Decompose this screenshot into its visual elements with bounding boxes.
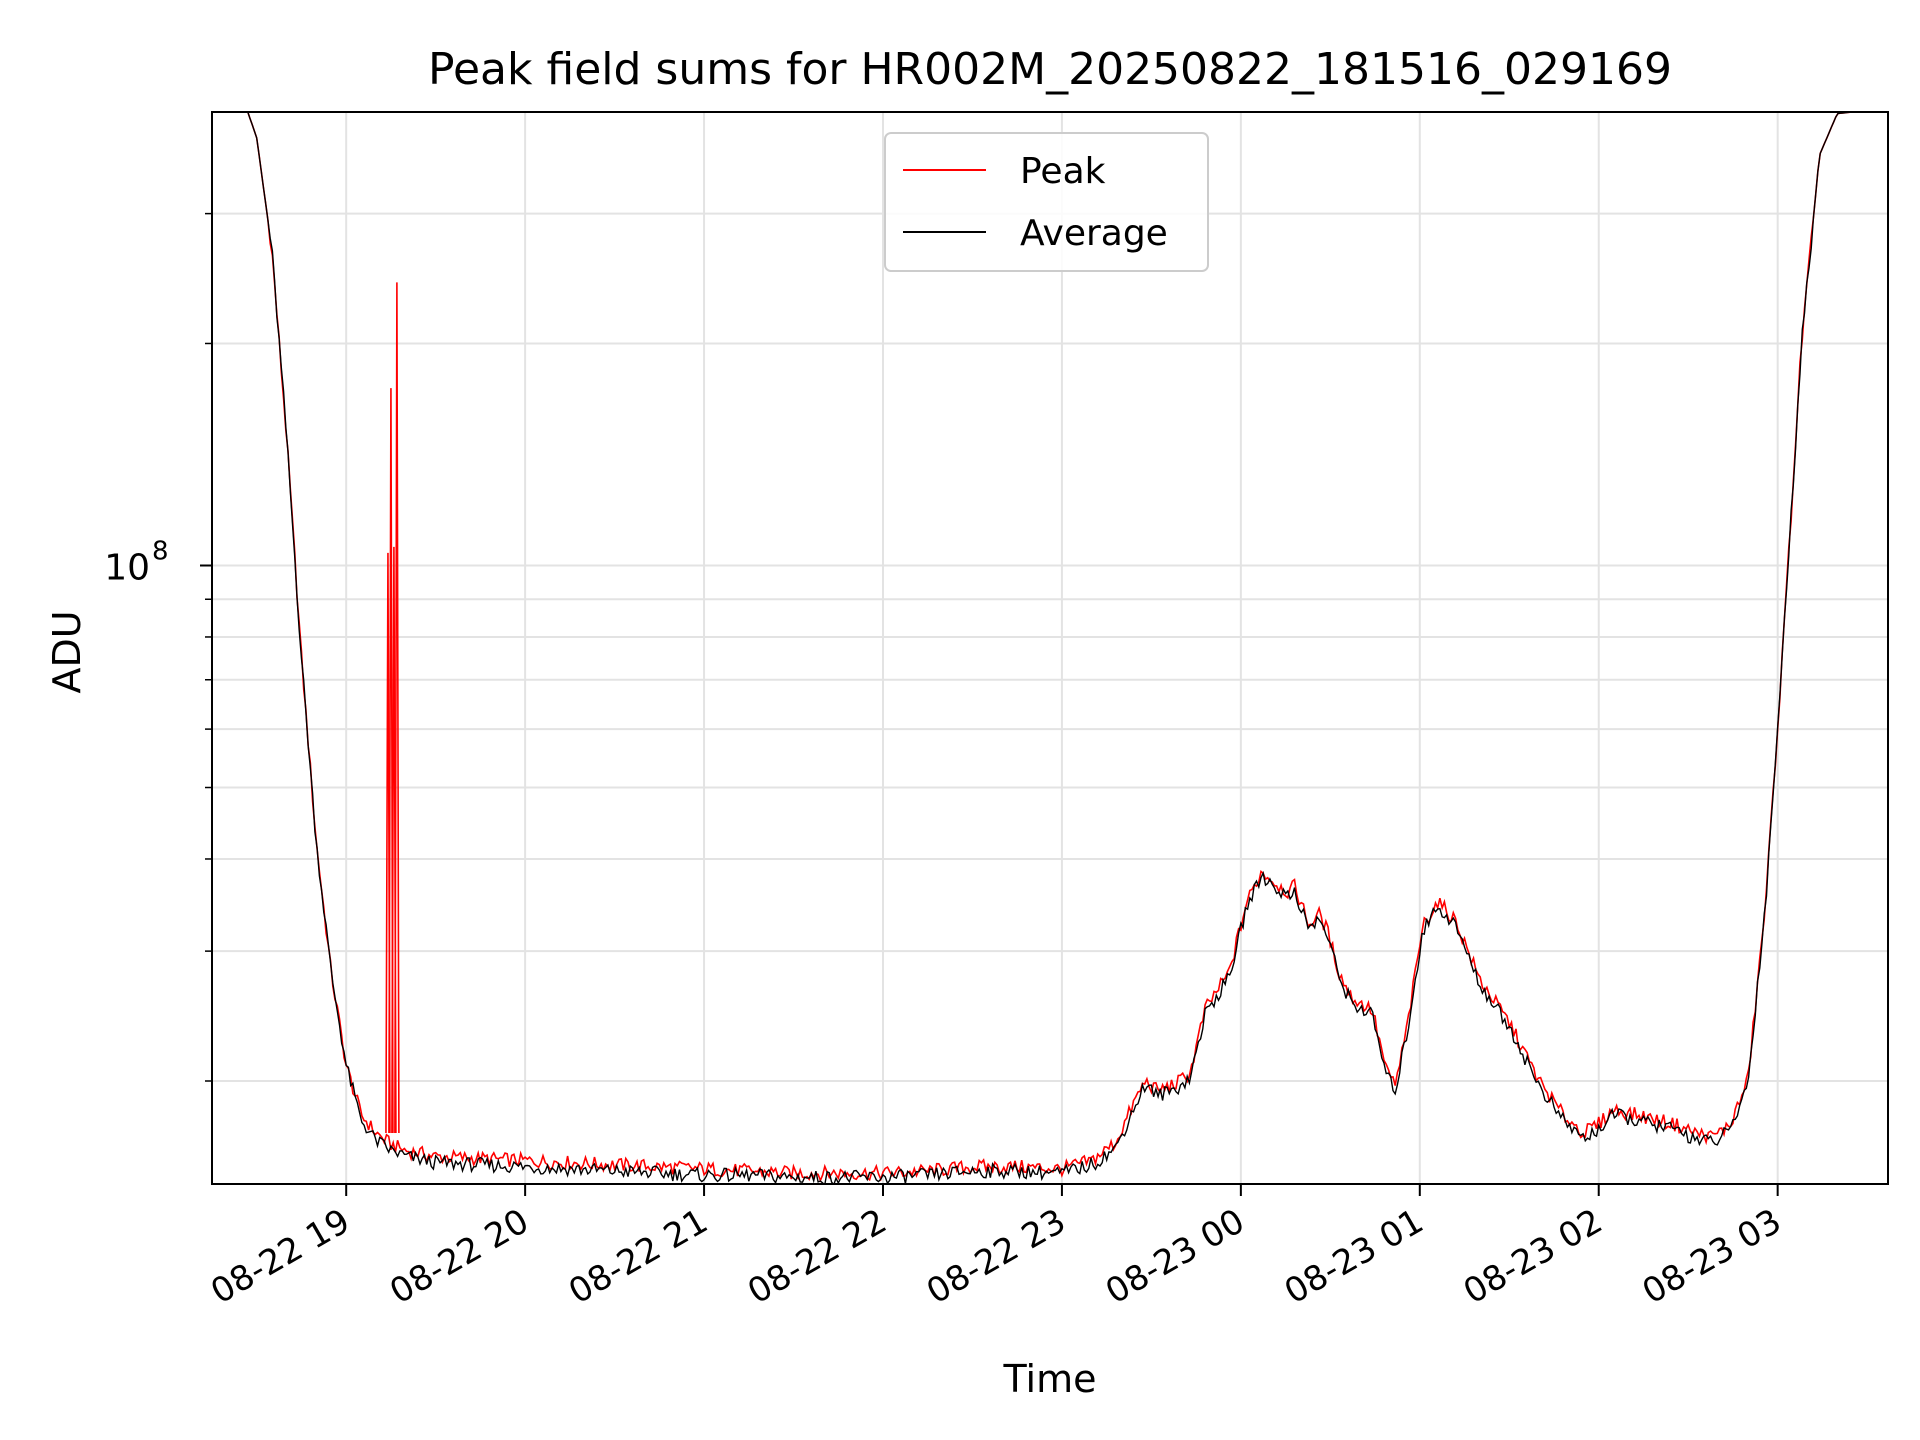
y-axis-label: ADU: [45, 610, 89, 693]
grid: [212, 112, 1888, 1184]
chart-title: Peak field sums for HR002M_20250822_1815…: [428, 44, 1672, 95]
plot-frame: [211, 111, 1889, 1185]
x-tick-label: 08-22 21: [562, 1201, 714, 1312]
x-tick-label: 08-23 00: [1099, 1201, 1251, 1312]
y-tick-label: 10: [104, 547, 150, 588]
legend-box: [884, 132, 1209, 272]
x-tick-label: 08-22 23: [920, 1201, 1072, 1312]
x-tick-label: 08-22 22: [741, 1201, 893, 1312]
axes: 10 8 08-22 19 08-22 20 08-22 21 08-22 22 08-22…: [104, 212, 1788, 1312]
y-tick-label-exponent: 8: [152, 536, 169, 566]
series-line-average: [247, 112, 1888, 1184]
x-tick-label: 08-23 02: [1457, 1201, 1609, 1312]
peak-spike: [394, 282, 400, 1134]
x-tick-label: 08-22 19: [204, 1201, 356, 1312]
series-line-peak: [247, 112, 1888, 1183]
x-tick-label: 08-22 20: [383, 1201, 535, 1312]
x-tick-label: 08-23 03: [1636, 1201, 1788, 1312]
x-axis-label: Time: [1003, 1357, 1097, 1401]
legend-label: Peak: [1020, 151, 1106, 192]
plot-lines: [247, 112, 1888, 1184]
x-tick-label: 08-23 01: [1278, 1201, 1430, 1312]
legend-label: Average: [1020, 213, 1168, 254]
legend: Peak Average: [884, 132, 1209, 272]
